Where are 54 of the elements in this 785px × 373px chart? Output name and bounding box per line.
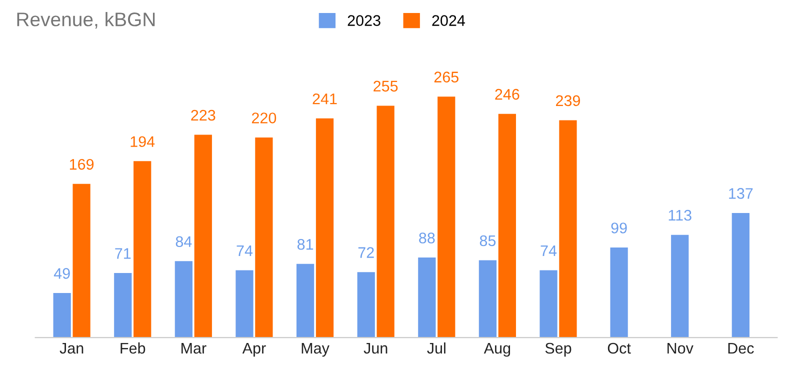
bar [559, 120, 577, 338]
x-tick-label: Aug [484, 342, 510, 357]
data-label: 81 [297, 238, 314, 250]
bar [498, 114, 516, 338]
chart-title: Revenue, kBGN [17, 12, 155, 29]
bar [236, 270, 254, 338]
data-label: 246 [495, 88, 520, 100]
bar [376, 106, 394, 338]
x-tick-label: Mar [182, 342, 206, 354]
data-label: 71 [115, 248, 131, 259]
data-label: 137 [729, 188, 753, 199]
data-label: 85 [480, 235, 496, 246]
bar [134, 161, 152, 338]
data-label: 113 [668, 210, 692, 221]
bar [174, 261, 193, 338]
legend-label: 2024 [432, 15, 465, 26]
bar [316, 118, 334, 338]
bar [114, 273, 132, 338]
x-tick-label: Oct [608, 342, 631, 354]
data-label: 169 [70, 158, 94, 170]
bar [357, 272, 375, 338]
x-tick-label: Dec [728, 342, 754, 354]
x-tick-label: Sep [545, 342, 572, 357]
x-tick-label: Jun [364, 342, 388, 354]
data-label: 265 [434, 72, 458, 82]
x-tick-label: Jan [60, 342, 84, 354]
x-tick-label: Apr [242, 342, 266, 357]
data-label: 74 [540, 245, 557, 256]
data-label: 74 [236, 245, 253, 256]
data-label: 194 [130, 136, 155, 148]
bar [72, 184, 90, 338]
x-tick-label: Jul [427, 342, 446, 354]
data-label: 241 [312, 93, 337, 104]
x-tick-label: May [302, 342, 330, 357]
data-label: 223 [191, 110, 216, 121]
x-tick-label: Feb [120, 342, 146, 354]
data-label: 255 [374, 80, 398, 92]
bar [540, 270, 558, 338]
bar [438, 96, 456, 338]
data-label: 49 [54, 268, 70, 279]
data-label: 84 [176, 236, 192, 248]
legend-label: 2023 [348, 15, 380, 26]
bar [194, 134, 212, 338]
data-label: 88 [419, 232, 435, 244]
x-tick-label: Nov [668, 342, 694, 354]
bar [255, 138, 273, 338]
data-label: 239 [556, 95, 580, 106]
bar [418, 258, 436, 338]
bar [53, 293, 71, 338]
data-label: 72 [358, 247, 374, 258]
bar [478, 260, 497, 338]
data-label: 220 [252, 112, 276, 124]
bar [296, 264, 314, 338]
data-label: 99 [611, 222, 627, 234]
